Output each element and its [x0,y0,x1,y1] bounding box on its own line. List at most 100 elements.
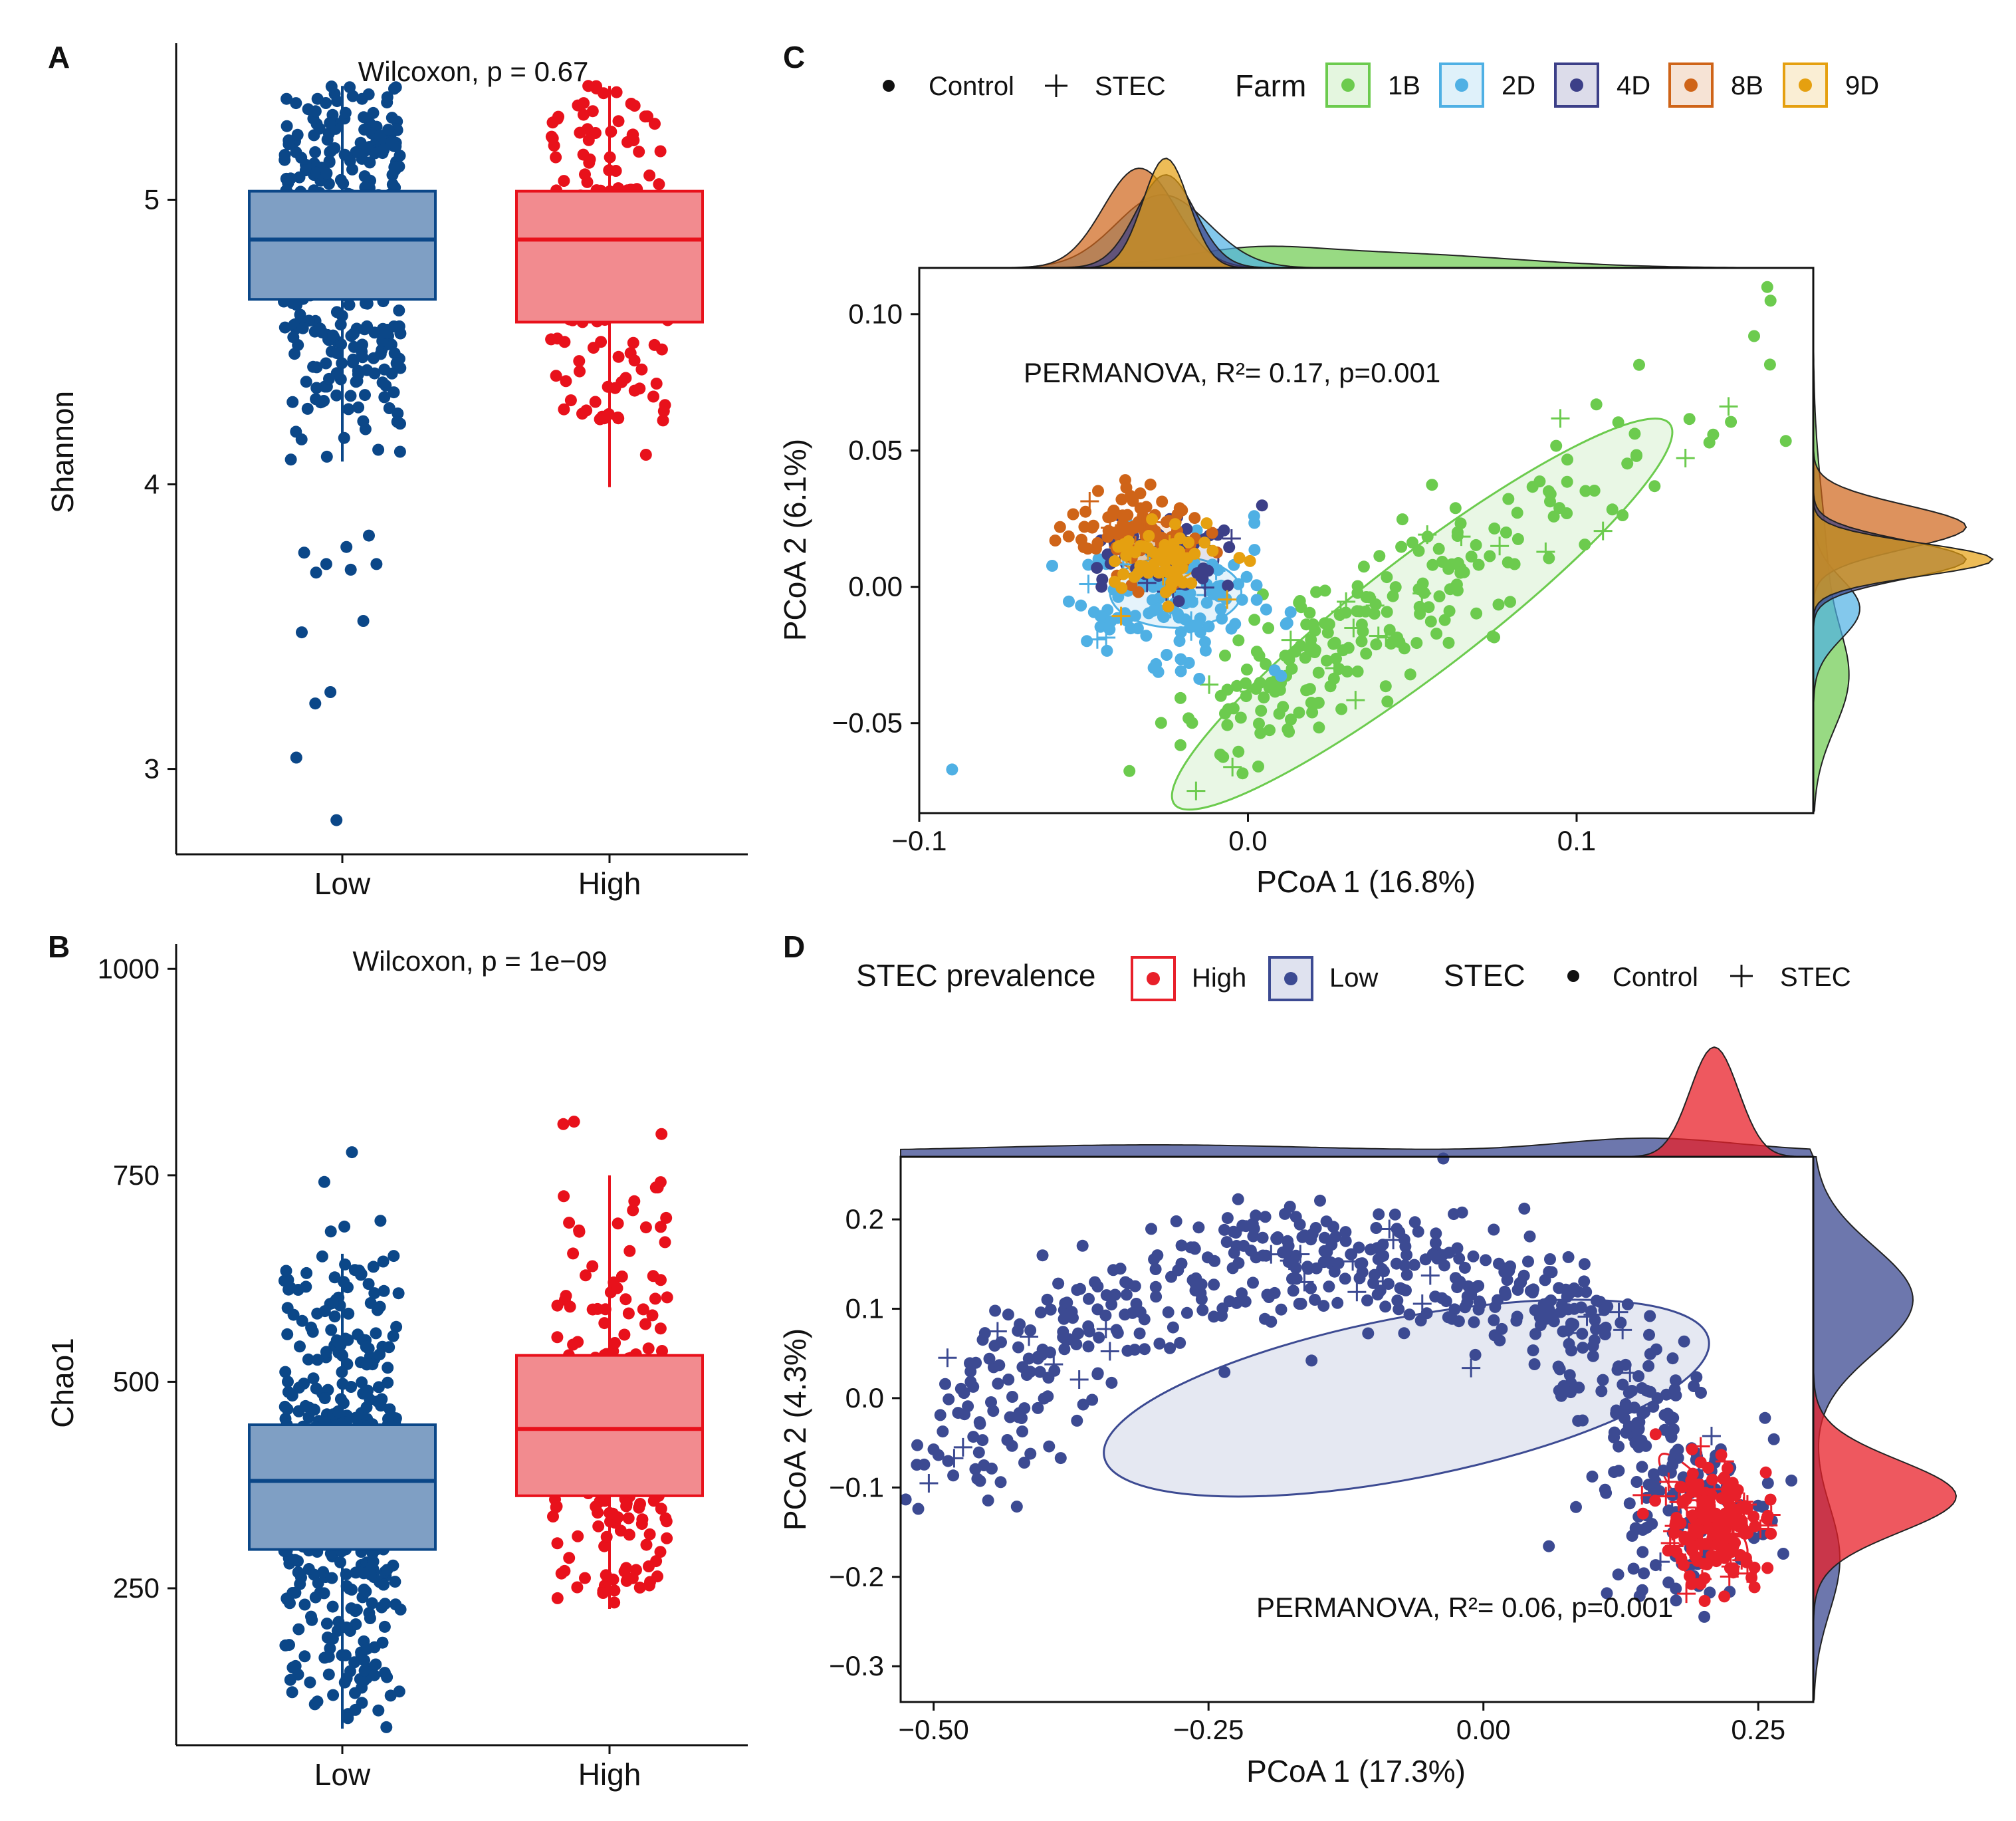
stec-point [1651,1552,1670,1572]
data-point [383,1341,395,1354]
control-point [1004,1411,1016,1423]
control-point [1236,767,1249,780]
data-point [372,1381,385,1394]
stec-point [1280,1251,1299,1271]
data-point [326,1572,338,1584]
data-point [291,128,304,141]
data-point [331,95,344,108]
data-point [608,1584,621,1597]
control-point [1202,620,1215,633]
control-point [1686,1509,1699,1522]
control-point [1221,1212,1234,1225]
control-point [1024,1324,1037,1336]
stec-point [1295,1273,1314,1292]
control-point [1381,606,1393,618]
control-point [1219,650,1231,662]
control-point [1223,541,1236,554]
data-point [309,105,322,118]
control-point [1396,513,1408,526]
data-point [657,414,669,427]
control-point [1416,577,1429,590]
control-point [1151,1249,1164,1262]
data-point [546,132,559,145]
control-point [899,1493,912,1506]
control-point [1413,600,1426,613]
data-point [328,1310,341,1323]
control-point [1371,1288,1384,1301]
outlier-point [324,1225,337,1238]
control-point [1370,638,1383,651]
control-point [1321,654,1333,667]
control-point [1724,1562,1736,1574]
control-point [1309,1294,1321,1306]
control-point [1674,1481,1687,1493]
legend-farm-marker-icon [1455,78,1468,92]
y-tick-label: 1000 [98,953,160,984]
data-point [560,375,572,388]
data-point [572,1336,584,1348]
data-point [592,1520,605,1532]
data-point [326,1632,339,1645]
control-point [1010,1501,1023,1513]
control-point [943,1393,955,1405]
panel-d-x-axis-title: PCoA 1 (17.3%) [1246,1754,1466,1788]
control-point [1248,614,1261,626]
control-point [1657,1464,1670,1477]
control-point [1543,1540,1555,1552]
control-point [1093,1331,1105,1344]
stec-point [1593,521,1613,541]
data-point [598,1495,611,1507]
data-point [294,1340,306,1353]
data-point [626,1572,639,1584]
legend-high-marker-icon [1147,972,1160,985]
control-point [1162,600,1175,613]
control-point [1185,577,1198,590]
y-tick-label: 0.0 [845,1382,884,1413]
control-point [1339,1273,1351,1285]
control-point [1545,1266,1558,1278]
control-point [993,1359,1006,1372]
control-point [1617,509,1629,521]
control-point [1511,1310,1523,1323]
data-point [635,363,648,376]
data-point [594,413,606,425]
control-point [1715,1449,1728,1461]
data-point [358,1567,370,1580]
data-point [382,124,395,136]
control-point [1543,485,1555,497]
stec-point [1632,1485,1652,1505]
data-point [633,1581,646,1594]
control-point [1579,539,1591,551]
control-point [1381,695,1394,708]
control-point [1561,453,1573,466]
control-point [1175,665,1187,677]
data-point [628,1195,641,1207]
control-point [1006,1391,1018,1403]
data-point [653,178,665,191]
data-point [372,443,385,456]
legend-prevalence-title: STEC prevalence [856,958,1096,993]
control-point [1218,1366,1231,1378]
stec-point [1737,1564,1757,1583]
control-point [1700,1558,1713,1570]
control-point [1146,594,1159,606]
control-point [1202,1251,1214,1264]
data-point [655,1221,667,1233]
data-point [623,1245,636,1257]
control-point [967,1431,980,1443]
control-point [1649,1428,1662,1441]
data-point [660,1211,673,1224]
panel-b-label: B [48,929,70,964]
control-point [1472,1280,1485,1292]
control-point [1208,1278,1220,1291]
control-point [1606,503,1619,516]
control-point [1383,1278,1395,1290]
control-point [1034,1366,1046,1378]
control-point [1256,499,1268,512]
panel-c: C Control STEC Farm 1B 2D 4D 8B 9D PERMANOVA… [778,40,1994,899]
data-point [654,1322,667,1335]
control-point [1399,1259,1411,1272]
control-point [1110,1324,1123,1336]
data-point [368,352,380,364]
control-point [1086,1394,1099,1406]
